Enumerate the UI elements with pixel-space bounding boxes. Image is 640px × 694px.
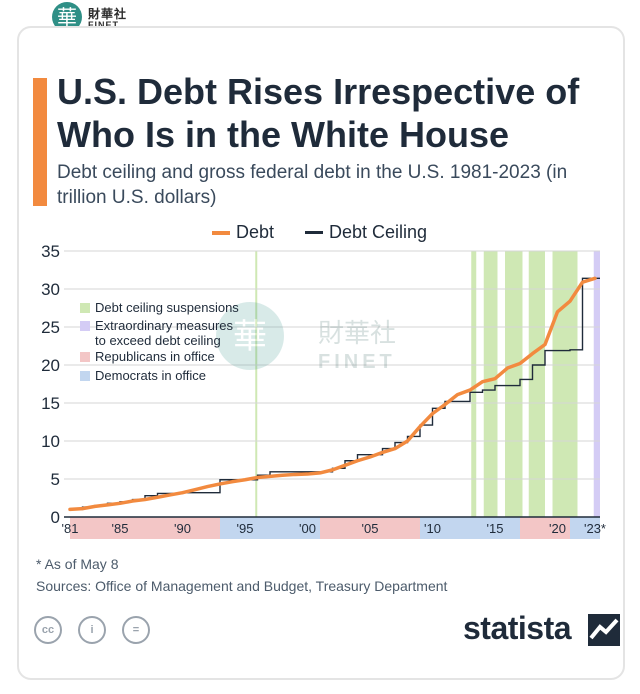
statista-logo-text[interactable]: statista [463, 610, 572, 646]
inner-legend-label-3: Democrats in office [95, 368, 206, 383]
footnote: * As of May 8 [36, 556, 119, 572]
legend-debt-swatch [212, 231, 230, 235]
logo-english-text: FINET [88, 20, 119, 30]
y-tick-label: 10 [41, 432, 60, 451]
extraordinary-band-0 [593, 251, 600, 517]
inner-legend-swatch-2 [80, 352, 90, 362]
finet-watermark: 華 財華社 FINET [216, 302, 396, 373]
party-band-3 [420, 517, 520, 539]
y-tick-label: 25 [41, 318, 60, 337]
legend-ceiling-label: Debt Ceiling [329, 222, 428, 242]
no-derivatives-icon[interactable]: = [122, 616, 150, 644]
axis-labels: 0 5 10 15 20 25 30 35 '81 '85 '90 '95 '00 '05 '10 '15 '2… [41, 242, 606, 536]
inner-legend-label-0: Debt ceiling suspensions [95, 300, 239, 315]
statista-mark-icon [588, 614, 620, 646]
suspension-band-3 [528, 251, 545, 517]
inner-legend: Debt ceiling suspensions Extraordinary me… [80, 300, 239, 383]
x-tick-label: '81 [62, 521, 79, 536]
x-tick-label: '20 [549, 521, 566, 536]
chart-subtitle: Debt ceiling and gross federal debt in t… [57, 162, 568, 208]
suspension-band-2 [505, 251, 523, 517]
y-tick-label: 5 [51, 470, 60, 489]
debt-series [68, 276, 597, 512]
debt-line [68, 276, 597, 512]
watermark-chinese: 財華社 [318, 319, 396, 349]
party-band-4 [520, 517, 570, 539]
suspension-band-1 [483, 251, 498, 517]
x-tick-label: '23* [584, 521, 606, 536]
debt-chart: 華 財華社 FINET 0 5 10 15 20 25 30 35 '81 '85 '90 '95 '0… [41, 242, 606, 539]
creative-commons-icon[interactable]: cc [34, 616, 62, 644]
gridlines [64, 250, 600, 518]
party-band-2 [320, 517, 420, 539]
inner-legend-swatch-3 [80, 371, 90, 381]
finet-logo: 華 財華社 FINET [52, 2, 152, 36]
inner-legend-swatch-0 [80, 303, 90, 313]
x-tick-label: '00 [299, 521, 316, 536]
background-bands [70, 251, 600, 539]
attribution-icon[interactable]: i [78, 616, 106, 644]
watermark-english: FINET [318, 351, 396, 373]
y-tick-label: 35 [41, 242, 60, 261]
y-tick-label: 20 [41, 356, 60, 375]
inner-legend-label-2: Republicans in office [95, 349, 215, 364]
chart-title: U.S. Debt Rises Irrespective of Who Is i… [57, 71, 580, 155]
x-tick-label: '15 [487, 521, 504, 536]
party-band-1 [220, 517, 320, 539]
x-tick-label: '10 [424, 521, 441, 536]
suspension-band-0 [471, 251, 477, 517]
svg-text:華: 華 [233, 317, 267, 357]
suspension-band-4 [552, 251, 578, 517]
y-tick-label: 30 [41, 280, 60, 299]
x-tick-label: '95 [237, 521, 254, 536]
party-band-5 [570, 517, 600, 539]
title-accent-bar [33, 78, 47, 206]
top-legend: Debt Debt Ceiling [0, 220, 640, 244]
x-tick-label: '85 [112, 521, 129, 536]
infographic-card [17, 26, 625, 680]
sources-text: Sources: Office of Management and Budget… [36, 578, 448, 594]
inner-legend-label-1: Extraordinary measures to exceed debt cei… [95, 318, 233, 348]
logo-chinese-text: 財華社 [88, 7, 128, 21]
party-band-0 [70, 517, 220, 539]
x-tick-label: '90 [174, 521, 191, 536]
y-tick-label: 15 [41, 394, 60, 413]
y-tick-label: 0 [51, 508, 60, 527]
x-tick-label: '05 [362, 521, 379, 536]
inner-legend-swatch-1 [80, 321, 90, 331]
legend-debt-label: Debt [236, 222, 275, 242]
legend-ceiling-swatch [305, 231, 323, 234]
